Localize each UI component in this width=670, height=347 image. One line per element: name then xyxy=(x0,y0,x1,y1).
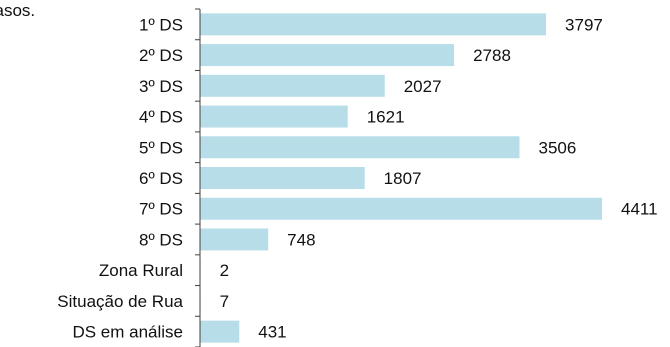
value-label-4-ds: 1621 xyxy=(367,108,405,127)
category-label-2-ds: 2º DS xyxy=(139,46,183,65)
axis-ticks xyxy=(195,8,200,347)
header-fragment: casos. xyxy=(0,1,35,20)
value-label-5-ds: 3506 xyxy=(539,138,577,157)
bar-ds-em-analise xyxy=(200,320,240,343)
value-label-8-ds: 748 xyxy=(287,230,315,249)
category-label-8-ds: 8º DS xyxy=(139,230,183,249)
bar-2-ds xyxy=(200,44,455,67)
category-label-1-ds: 1º DS xyxy=(139,15,183,34)
category-label-5-ds: 5º DS xyxy=(139,138,183,157)
value-labels: 3797 2788 2027 1621 3506 1807 4411 748 2 7 431 xyxy=(220,15,658,341)
value-label-6-ds: 1807 xyxy=(384,169,422,188)
bar-6-ds xyxy=(200,167,365,189)
value-label-zona-rural: 2 xyxy=(220,261,229,280)
value-label-ds-em-analise: 431 xyxy=(258,323,286,342)
value-label-7-ds: 4411 xyxy=(621,200,658,219)
category-label-3-ds: 3º DS xyxy=(139,77,183,96)
category-labels: 1º DS 2º DS 3º DS 4º DS 5º DS 6º DS 7º DS 8º DS… xyxy=(57,15,183,341)
category-label-situacao-de-rua: Situação de Rua xyxy=(57,292,183,311)
category-label-ds-em-analise: DS em análise xyxy=(72,323,183,342)
bar-4-ds xyxy=(200,105,348,128)
category-label-4-ds: 4º DS xyxy=(139,108,183,127)
bar-8-ds xyxy=(200,228,269,251)
category-label-zona-rural: Zona Rural xyxy=(99,261,183,280)
value-label-situacao-de-rua: 7 xyxy=(220,292,229,311)
bar-7-ds xyxy=(200,197,602,220)
category-label-7-ds: 7º DS xyxy=(139,200,183,219)
value-label-2-ds: 2788 xyxy=(473,46,511,65)
bar-1-ds xyxy=(200,13,547,36)
value-label-3-ds: 2027 xyxy=(404,77,442,96)
bar-3-ds xyxy=(200,74,385,97)
bars-group xyxy=(200,13,602,343)
value-label-1-ds: 3797 xyxy=(565,15,603,34)
bar-5-ds xyxy=(200,136,520,159)
category-label-6-ds: 6º DS xyxy=(139,169,183,188)
